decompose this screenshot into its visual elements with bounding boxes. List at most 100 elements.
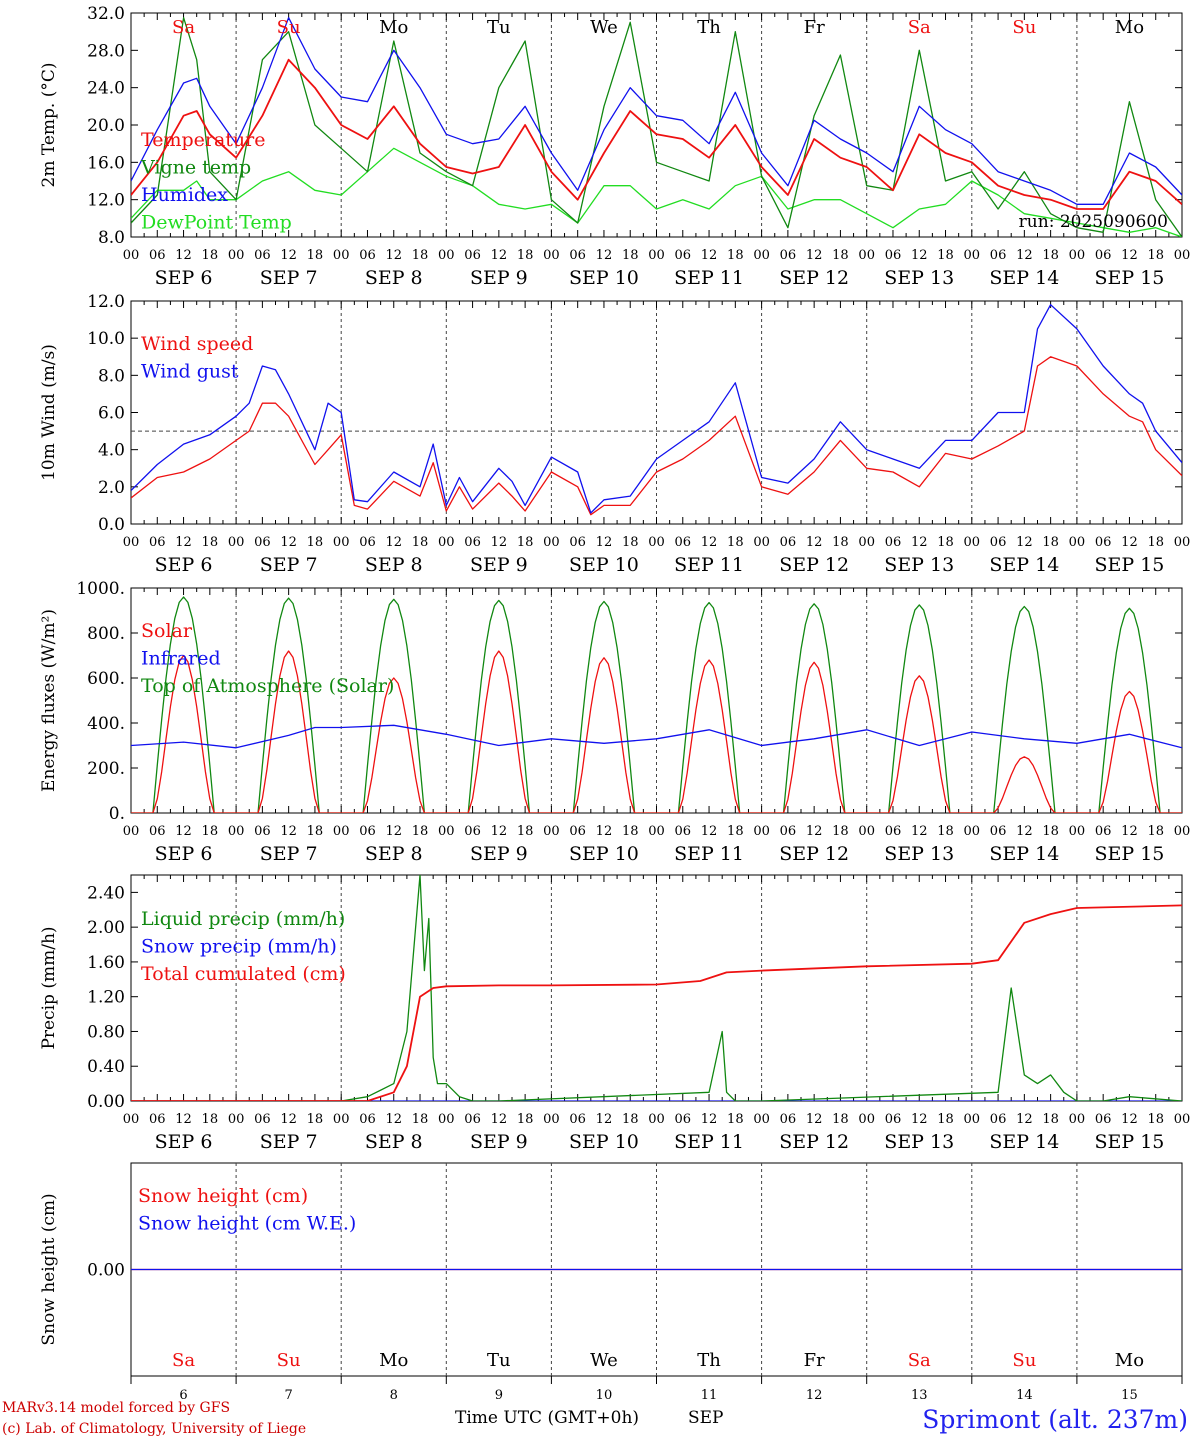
legend-entry: Temperature <box>141 129 265 151</box>
legend-entry: Wind gust <box>141 361 239 383</box>
day-abbr: Su <box>277 17 301 38</box>
hour-label: 00 <box>228 1112 245 1127</box>
hour-label: 18 <box>517 824 534 839</box>
day-abbr: Sa <box>172 1350 195 1371</box>
y-tick-label: 20.0 <box>87 116 125 136</box>
hour-label: 18 <box>202 535 219 550</box>
hour-label: 06 <box>885 535 902 550</box>
legend-entry: Infrared <box>141 648 221 670</box>
hour-label: 18 <box>412 248 429 263</box>
y-tick-label: 8.0 <box>98 228 125 248</box>
hour-label: 12 <box>596 248 613 263</box>
date-label: SEP 9 <box>470 843 528 865</box>
day-abbr: Mo <box>379 1350 408 1371</box>
hour-label: 06 <box>780 1112 797 1127</box>
hour-label: 12 <box>175 1112 192 1127</box>
hour-label: 12 <box>1121 248 1138 263</box>
date-label: SEP 6 <box>155 1131 213 1153</box>
hour-label: 18 <box>622 1112 639 1127</box>
date-label: SEP 11 <box>674 554 744 576</box>
hour-label: 12 <box>280 535 297 550</box>
plot-frame <box>130 587 1183 814</box>
hour-label: 06 <box>675 248 692 263</box>
chart-panel-2: 0.0 2.0 4.0 6.0 8.0 10.0 12.0 10m Wind (m/s) Win… <box>39 292 1190 576</box>
chart-panel-1: 8.0 12.0 16.0 20.0 24.0 28.0 32.0 2m Temp. (°C)… <box>39 4 1190 289</box>
day-abbr: Sa <box>908 1350 931 1371</box>
date-label: SEP 15 <box>1095 843 1165 865</box>
hour-label: 00 <box>333 535 350 550</box>
hour-label: 12 <box>175 535 192 550</box>
hour-label: 06 <box>359 535 376 550</box>
hour-label: 06 <box>254 535 271 550</box>
day-abbr: Fr <box>804 1350 825 1371</box>
hour-label: 12 <box>280 1112 297 1127</box>
hour-label: 06 <box>885 824 902 839</box>
hour-label: 18 <box>517 535 534 550</box>
footer-copyright: (c) Lab. of Climatology, University of L… <box>2 1421 306 1437</box>
series-group <box>131 875 1182 1101</box>
y-tick-label: 0.40 <box>87 1057 125 1077</box>
hour-label: 06 <box>1095 1112 1112 1127</box>
date-label: SEP 15 <box>1095 267 1165 289</box>
hour-label: 00 <box>964 824 981 839</box>
series-group <box>131 304 1182 516</box>
hour-label: 18 <box>937 824 954 839</box>
hour-label: 12 <box>701 1112 718 1127</box>
series-line-vigne-temp <box>131 17 1182 237</box>
hour-label: 12 <box>911 248 928 263</box>
x-axis-label: Time UTC (GMT+0h) <box>455 1408 639 1428</box>
hour-label: 06 <box>359 1112 376 1127</box>
hour-label: 12 <box>1121 824 1138 839</box>
y-axis-label: Snow height (cm) <box>39 1193 59 1345</box>
hour-label: 00 <box>1069 248 1086 263</box>
day-abbr: Sa <box>172 17 195 38</box>
day-number: 9 <box>495 1388 503 1403</box>
day-abbr: Th <box>697 1350 721 1371</box>
date-label: SEP 10 <box>569 554 639 576</box>
hour-label: 06 <box>569 824 586 839</box>
series-line-dewpoint-temp <box>131 147 1182 237</box>
legend-entry: Liquid precip (mm/h) <box>141 908 345 930</box>
date-label: SEP 15 <box>1095 1131 1165 1153</box>
hour-label: 00 <box>333 1112 350 1127</box>
hour-label: 00 <box>964 248 981 263</box>
day-abbr: We <box>590 1350 618 1371</box>
y-tick-label: 0.0 <box>98 515 125 535</box>
date-label: SEP 13 <box>884 843 954 865</box>
day-number: 14 <box>1016 1388 1033 1403</box>
y-tick-label: 0.00 <box>87 1092 125 1112</box>
hour-label: 12 <box>596 824 613 839</box>
hour-label: 00 <box>438 824 455 839</box>
hour-label: 12 <box>175 248 192 263</box>
hour-label: 06 <box>359 824 376 839</box>
hour-label: 12 <box>491 824 508 839</box>
legend-entry: DewPoint Temp <box>141 212 292 234</box>
hour-label: 06 <box>1095 535 1112 550</box>
hour-label: 18 <box>832 824 849 839</box>
hour-label: 12 <box>911 824 928 839</box>
legend-entry: Vigne temp <box>140 157 251 179</box>
hour-label: 18 <box>412 824 429 839</box>
hour-label: 00 <box>543 824 560 839</box>
hour-label: 12 <box>385 248 402 263</box>
hour-label: 00 <box>333 824 350 839</box>
series-line-liquid-precip-mm-h <box>131 875 1182 1101</box>
y-tick-label: 28.0 <box>87 41 125 61</box>
y-tick-label: 10.0 <box>87 329 125 349</box>
hour-label: 18 <box>1147 824 1164 839</box>
hour-label: 12 <box>701 248 718 263</box>
date-label: SEP 14 <box>989 843 1059 865</box>
hour-label: 18 <box>727 824 744 839</box>
hour-label: 12 <box>596 1112 613 1127</box>
hour-label: 18 <box>727 248 744 263</box>
y-tick-label: 400. <box>87 714 125 734</box>
hour-label: 18 <box>412 535 429 550</box>
hour-label: 18 <box>622 824 639 839</box>
hour-label: 12 <box>911 1112 928 1127</box>
hour-label: 00 <box>648 824 665 839</box>
hour-label: 06 <box>990 1112 1007 1127</box>
x-axis-month: SEP <box>688 1408 724 1428</box>
date-label: SEP 6 <box>155 267 213 289</box>
y-tick-label: 1.60 <box>87 953 125 973</box>
